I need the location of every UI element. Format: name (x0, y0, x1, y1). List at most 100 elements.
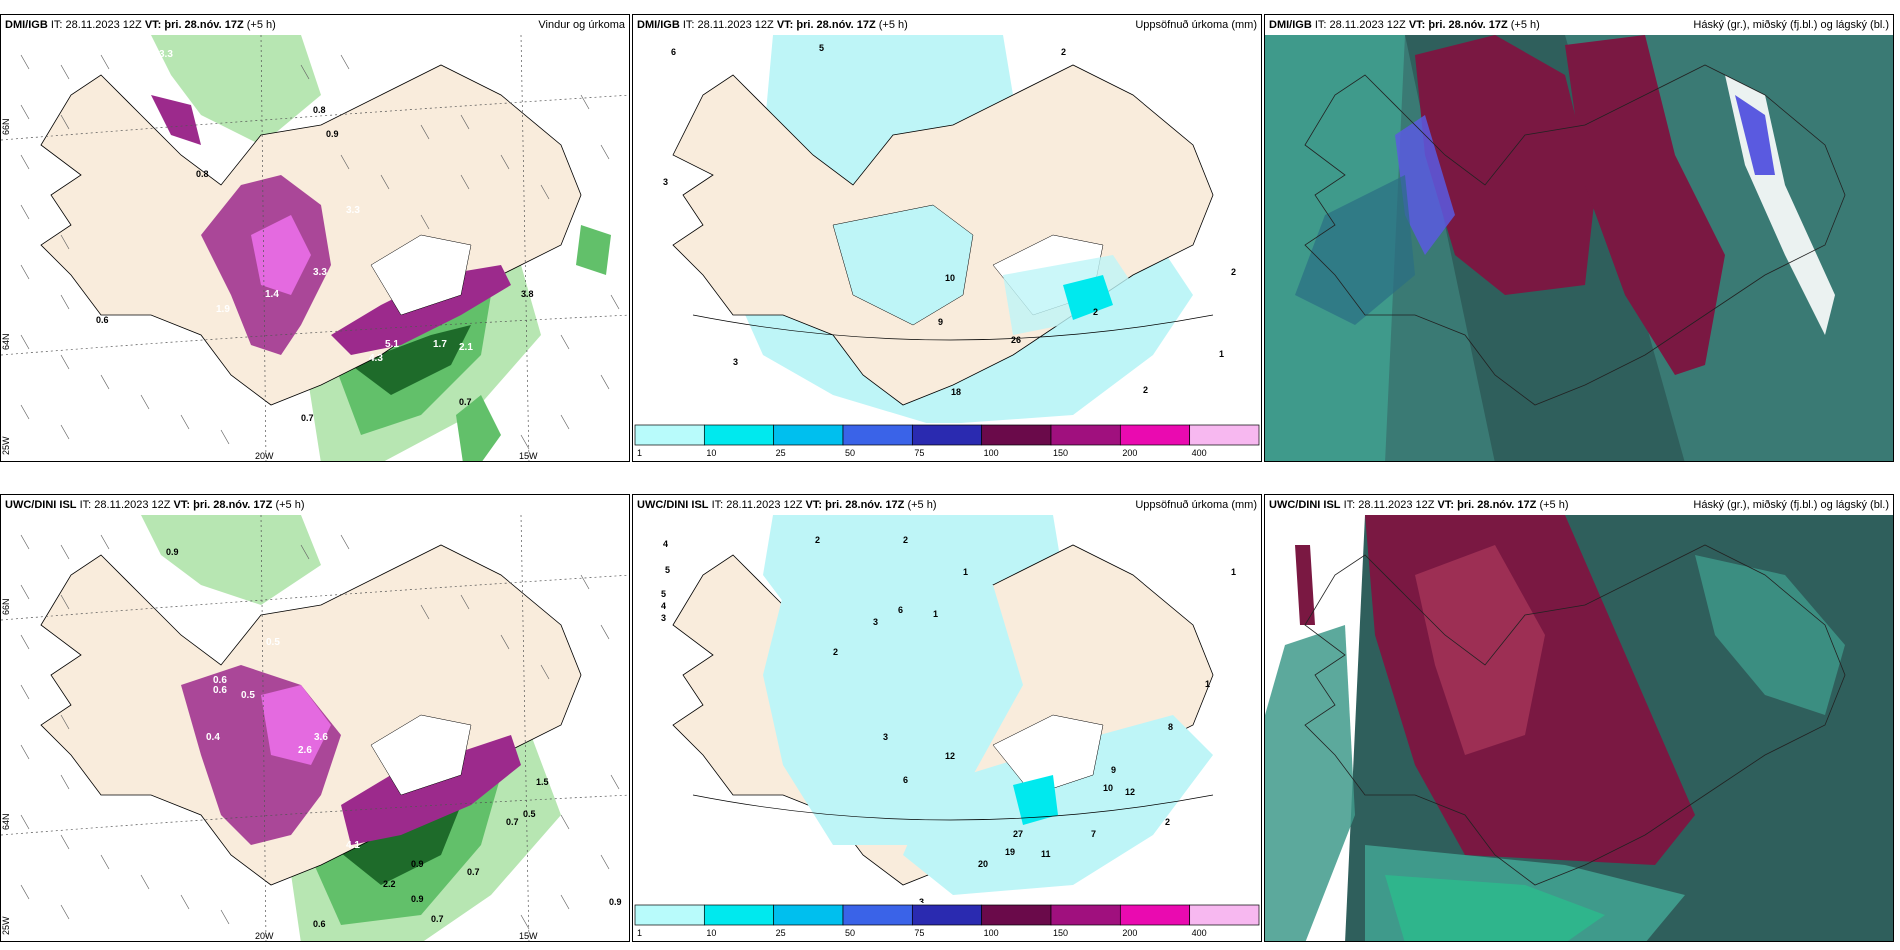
colorbar-tick: 50 (845, 448, 855, 458)
precip-value: 5 (819, 43, 824, 53)
lon-label: 25W (1, 916, 11, 935)
colorbar-tick: 25 (776, 928, 786, 938)
lat-label: 66N (1, 598, 11, 615)
precip-value: 3 (661, 613, 666, 623)
forecast-offset: (+5 h) (275, 499, 305, 511)
precip-value: 0.7 (301, 413, 314, 423)
valid-time: þri. 28.nóv. 17Z (1457, 499, 1537, 511)
precip-value: 2 (815, 535, 820, 545)
colorbar-swatch (1050, 904, 1121, 926)
model-name: UWC/DINI ISL (637, 499, 709, 511)
precip-value: 2 (1143, 385, 1148, 395)
precip-value: 2 (903, 535, 908, 545)
coastline (1304, 544, 1846, 886)
valid-time: þri. 28.nóv. 17Z (164, 19, 244, 31)
colorbar-swatch (1189, 424, 1260, 446)
precip-value: 1 (1231, 567, 1236, 577)
precip-value: 5 (665, 565, 670, 575)
precip-value: 18 (951, 387, 961, 397)
colorbar-tick: 75 (914, 928, 924, 938)
colorbar-tick: 1 (637, 928, 642, 938)
colorbar-tick: 75 (914, 448, 924, 458)
valid-label: VT: (1437, 499, 1455, 511)
precip-value: 2 (1061, 47, 1066, 57)
init-time: IT: 28.11.2023 12Z (50, 19, 142, 31)
precip-value: 3.3 (159, 49, 173, 60)
panel-uwc-precip: UWC/DINI ISL IT: 28.11.2023 12Z VT: þri.… (632, 494, 1262, 942)
precip-moderate (1013, 775, 1058, 825)
precip-value: 0.9 (166, 547, 179, 557)
colorbar-swatch (634, 904, 705, 926)
forecast-offset: (+5 h) (246, 19, 276, 31)
panel-header: DMI/IGB IT: 28.11.2023 12Z VT: þri. 28.n… (1, 15, 629, 35)
precip-value: 5.1 (385, 339, 399, 350)
cloud-high (1415, 35, 1595, 295)
graticule (260, 515, 267, 941)
panel-header: UWC/DINI ISL IT: 28.11.2023 12Z VT: þri.… (1, 495, 629, 515)
colorbar-swatch (634, 424, 705, 446)
colorbar-swatch (981, 424, 1052, 446)
precip-value: 2 (833, 647, 838, 657)
graticule (1, 314, 629, 356)
cloud-mid (1395, 115, 1455, 255)
cloud-low (1385, 875, 1605, 941)
colorbar-swatch (842, 904, 913, 926)
colorbar-tick: 150 (1053, 928, 1068, 938)
forecast-offset: (+5 h) (878, 19, 908, 31)
colorbar-tick: 100 (984, 448, 999, 458)
precip-value: 0.5 (241, 690, 255, 701)
init-time: IT: 28.11.2023 12Z (1343, 499, 1435, 511)
precip-value: 0.9 (411, 894, 424, 904)
precip-value: 7 (1091, 829, 1096, 839)
panel-header: UWC/DINI ISL IT: 28.11.2023 12Z VT: þri.… (1265, 495, 1893, 515)
precip-value: 2.6 (298, 745, 312, 756)
colorbar-swatch (1189, 904, 1260, 926)
colorbar: 1 10 25 50 75 100 150 200 400 (633, 903, 1261, 941)
colorbar-tick: 50 (845, 928, 855, 938)
colorbar-swatch (911, 904, 983, 926)
valid-time: þri. 28.nóv. 17Z (193, 499, 273, 511)
precip-value: 6 (671, 47, 676, 57)
panel-dmi-wind: DMI/IGB IT: 28.11.2023 12Z VT: þri. 28.n… (0, 14, 630, 462)
precip-value: 0.5 (266, 637, 280, 648)
precip-band (576, 225, 611, 275)
valid-label: VT: (144, 19, 162, 31)
precip-value: 3 (733, 357, 738, 367)
precip-value: 0.8 (313, 105, 326, 115)
panel-title: Uppsöfnuð úrkoma (mm) (1135, 499, 1257, 511)
cloud-map (1265, 515, 1893, 941)
lon-label: 25W (1, 436, 11, 455)
precip-value: 0.4 (206, 732, 220, 743)
valid-label: VT: (1408, 19, 1426, 31)
colorbar-tick: 1 (637, 448, 642, 458)
precip-value: 1 (1219, 349, 1224, 359)
colorbar-tick: 150 (1053, 448, 1068, 458)
wind-barbs (20, 54, 620, 450)
precip-value: 0.6 (313, 919, 326, 929)
cloud-map (1265, 35, 1893, 461)
lon-label: 20W (255, 451, 274, 461)
precip-value: 1.9 (216, 304, 230, 315)
precip-value: 4.3 (369, 353, 383, 364)
precip-value: 2 (1165, 817, 1170, 827)
precip-value: 0.7 (467, 867, 480, 877)
precip-value: 0.7 (459, 397, 472, 407)
precip-value: 6 (898, 605, 903, 615)
precip-value: 27 (1013, 829, 1023, 839)
model-name: DMI/IGB (5, 19, 48, 31)
lon-label: 20W (255, 931, 274, 941)
panel-dmi-cloud: DMI/IGB IT: 28.11.2023 12Z VT: þri. 28.n… (1264, 14, 1894, 462)
model-name: UWC/DINI ISL (1269, 499, 1341, 511)
precip-value: 12 (945, 751, 955, 761)
cloud-layer (1295, 175, 1415, 325)
panel-dmi-precip: DMI/IGB IT: 28.11.2023 12Z VT: þri. 28.n… (632, 14, 1262, 462)
init-time: IT: 28.11.2023 12Z (79, 499, 171, 511)
cloud-layer (1265, 625, 1355, 941)
depth-contour (692, 794, 1214, 821)
valid-time: þri. 28.nóv. 17Z (796, 19, 876, 31)
precip-value: 20 (978, 859, 988, 869)
valid-label: VT: (173, 499, 191, 511)
precip-value: 9 (938, 317, 943, 327)
precip-value: 4.1 (346, 840, 360, 851)
valid-time: þri. 28.nóv. 17Z (1428, 19, 1508, 31)
